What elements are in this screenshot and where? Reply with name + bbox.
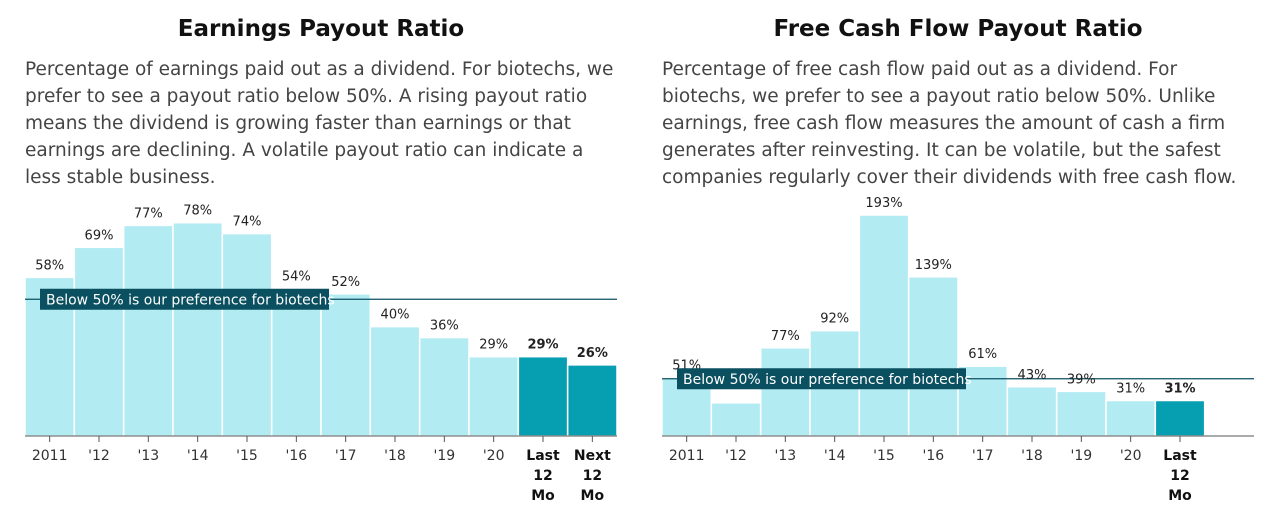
earnings-value-label: 52% (331, 275, 360, 290)
fcf-tick-label: '14 (824, 448, 846, 464)
fcf-value-label: 31% (1164, 382, 1195, 397)
earnings-tick-label: '17 (335, 448, 357, 464)
fcf-bar (957, 365, 1009, 437)
earnings-bar (172, 221, 224, 437)
earnings-bar (270, 287, 322, 437)
fcf-tick-label: 12 (1170, 468, 1189, 484)
fcf-chart-description: Percentage of free cash flow paid out as… (662, 59, 1237, 188)
fcf-tick-label: '13 (774, 448, 796, 464)
earnings-value-label: 78% (183, 204, 212, 219)
earnings-bar (566, 364, 618, 437)
earnings-tick-label: '15 (236, 448, 258, 464)
fcf-bar (1055, 390, 1107, 437)
earnings-tick-label: '14 (187, 448, 209, 464)
fcf-bar (1154, 399, 1206, 437)
fcf-tick-label: '20 (1120, 448, 1142, 464)
fcf-value-label: 61% (968, 347, 997, 362)
fcf-chart-group: 51%77%92%193%139%61%43% 39%31% 31%Below 50… (661, 196, 1254, 504)
earnings-bar (517, 355, 569, 437)
earnings-bar (418, 336, 470, 437)
earnings-value-label: 54% (282, 269, 311, 284)
earnings-tick-label: '20 (483, 448, 505, 464)
fcf-value-label: 77% (771, 329, 800, 344)
fcf-chart-title: Free Cash Flow Payout Ratio (773, 16, 1143, 42)
earnings-tick-label: '13 (137, 448, 159, 464)
fcf-payout-panel: Free Cash Flow Payout Ratio Percentage o… (662, 0, 1254, 191)
earnings-value-label: 29% (479, 338, 508, 353)
fcf-value-label: 193% (865, 196, 902, 211)
earnings-value-label: 77% (134, 206, 163, 221)
fcf-reference-label-bg (677, 368, 966, 390)
earnings-tick-label: '18 (384, 448, 406, 464)
fcf-bar (858, 214, 910, 437)
fcf-bar (1105, 399, 1157, 437)
earnings-bar (73, 246, 125, 437)
fcf-bar (1006, 386, 1058, 437)
earnings-bar (468, 355, 520, 437)
earnings-tick-label: Mo (581, 488, 605, 504)
earnings-value-label: 69% (85, 228, 114, 243)
earnings-bar (122, 224, 174, 437)
earnings-chart-description: Percentage of earnings paid out as a div… (25, 59, 614, 188)
fcf-tick-label: '18 (1021, 448, 1043, 464)
earnings-reference-label-bg (40, 288, 329, 310)
earnings-bar (320, 293, 372, 437)
fcf-value-label: 39% (1067, 372, 1096, 387)
earnings-chart-group: 58% 69% 77% 78% 74% 54% 52% 40% 36% 29% 29% 26% Belo… (24, 204, 618, 504)
earnings-value-label: 29% (527, 338, 558, 353)
earnings-chart-title: Earnings Payout Ratio (177, 16, 465, 42)
earnings-value-label: 74% (233, 215, 262, 230)
earnings-tick-label: '16 (285, 448, 307, 464)
earnings-reference-label: Below 50% is our preference for biotechs (46, 292, 335, 308)
fcf-tick-label: '15 (873, 448, 895, 464)
fcf-reference-label: Below 50% is our preference for biotechs (683, 372, 972, 388)
earnings-bar (221, 232, 273, 437)
earnings-tick-label: '19 (433, 448, 455, 464)
earnings-value-label: 36% (430, 319, 459, 334)
earnings-tick-label: 12 (583, 468, 602, 484)
earnings-tick-label: Last (526, 448, 560, 464)
fcf-value-label: 92% (820, 312, 849, 327)
earnings-tick-label: Mo (531, 488, 555, 504)
fcf-tick-label: '16 (922, 448, 944, 464)
earnings-tick-label: 12 (533, 468, 552, 484)
earnings-tick-label: Next (574, 448, 611, 464)
fcf-bar (907, 276, 959, 437)
earnings-value-label: 40% (381, 308, 410, 323)
earnings-tick-label: '12 (88, 448, 110, 464)
earnings-bar (369, 325, 421, 437)
fcf-tick-label: Last (1163, 448, 1197, 464)
fcf-tick-label: 2011 (669, 448, 705, 464)
earnings-payout-panel: Earnings Payout Ratio Percentage of earn… (25, 0, 617, 191)
fcf-tick-label: '12 (725, 448, 747, 464)
fcf-tick-label: '19 (1070, 448, 1092, 464)
fcf-value-label: 31% (1116, 382, 1145, 397)
earnings-value-label: 26% (577, 346, 608, 361)
fcf-tick-label: Mo (1168, 488, 1192, 504)
fcf-bar (759, 347, 811, 437)
fcf-value-label: 139% (915, 258, 952, 273)
earnings-tick-label: 2011 (32, 448, 68, 464)
fcf-value-label: 43% (1018, 368, 1047, 383)
earnings-value-label: 58% (35, 258, 64, 273)
fcf-bar (710, 402, 762, 437)
fcf-tick-label: '17 (972, 448, 994, 464)
